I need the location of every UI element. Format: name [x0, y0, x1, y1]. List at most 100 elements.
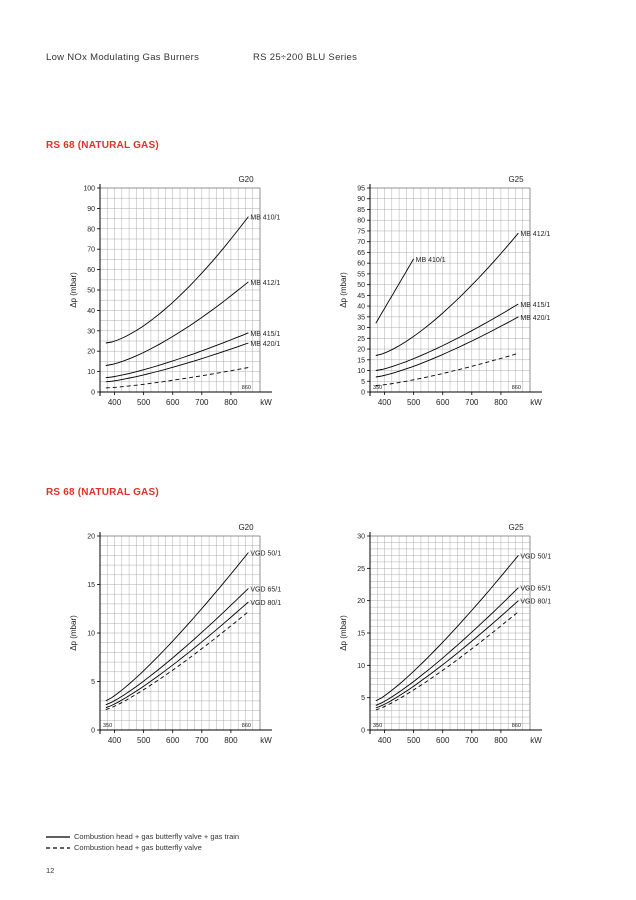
series-label: MB 410/1 [250, 215, 280, 222]
x-tick-label: 800 [224, 398, 238, 407]
y-tick-label: 75 [357, 228, 365, 235]
dashed-series-line [105, 367, 249, 389]
y-tick-label: 20 [87, 534, 95, 541]
series-label: MB 415/1 [250, 331, 280, 338]
x-tick-label: 500 [137, 398, 151, 407]
y-axis-label: Δp (mbar) [69, 615, 78, 651]
series-label: MB 420/1 [250, 341, 280, 348]
series-label: VGD 65/1 [520, 586, 551, 593]
series-line [105, 342, 249, 383]
y-tick-label: 0 [361, 390, 365, 397]
series-line [375, 258, 414, 324]
x-tick-label: 700 [195, 398, 209, 407]
series-line [105, 216, 249, 344]
chart-rs68-vgd-g20: 0 5 10 15 20 400 500 600 700 800 kW Δp (mbar) G20 350… [69, 523, 281, 745]
x-tick-label: 700 [465, 736, 479, 745]
x-tick-label: 600 [166, 736, 180, 745]
y-tick-label: 15 [357, 357, 365, 364]
solid-line-swatch [46, 835, 70, 838]
series-line [375, 587, 519, 706]
y-tick-label: 35 [357, 314, 365, 321]
x-tick-label: 500 [407, 398, 421, 407]
x-tick-label: 700 [465, 398, 479, 407]
x-tick-label: 500 [137, 736, 151, 745]
y-tick-label: 5 [91, 679, 95, 686]
y-tick-label: 10 [87, 631, 95, 638]
y-tick-label: 70 [87, 247, 95, 254]
y-tick-label: 95 [357, 186, 365, 193]
series-line [375, 303, 519, 371]
y-tick-label: 10 [357, 368, 365, 375]
dashed-line-swatch [46, 846, 70, 849]
y-tick-label: 55 [357, 271, 365, 278]
series-line [375, 232, 519, 356]
series-label: MB 420/1 [520, 315, 550, 322]
y-tick-label: 40 [357, 304, 365, 311]
y-tick-label: 90 [357, 196, 365, 203]
y-tick-label: 85 [357, 207, 365, 214]
y-tick-label: 90 [87, 206, 95, 213]
gas-label: G20 [238, 523, 254, 532]
x-tick-label: 600 [166, 398, 180, 407]
y-axis-label: Δp (mbar) [339, 615, 348, 651]
x-tick-label: 600 [436, 398, 450, 407]
y-axis-label: Δp (mbar) [69, 272, 78, 308]
x-tick-label: 400 [378, 736, 392, 745]
y-tick-label: 10 [87, 369, 95, 376]
series-label: MB 412/1 [520, 231, 550, 238]
y-tick-label: 65 [357, 250, 365, 257]
y-tick-label: 80 [87, 226, 95, 233]
series-label: MB 412/1 [250, 280, 280, 287]
max-power-label: 860 [512, 385, 521, 391]
series-line [105, 601, 249, 709]
series-label: VGD 50/1 [520, 553, 551, 560]
page-number: 12 [46, 866, 55, 875]
header-left: Low NOx Modulating Gas Burners [46, 52, 200, 63]
gas-label: G20 [238, 175, 254, 184]
y-tick-label: 60 [357, 261, 365, 268]
y-tick-label: 70 [357, 239, 365, 246]
legend-solid-label: Combustion head + gas butterfly valve + … [74, 832, 240, 841]
grid [99, 187, 261, 393]
dashed-series-line [375, 611, 519, 711]
max-power-label: 860 [242, 385, 251, 391]
y-tick-label: 20 [357, 347, 365, 354]
y-tick-label: 5 [361, 379, 365, 386]
dashed-series-line [375, 352, 519, 387]
max-power-label: 860 [512, 723, 521, 729]
y-tick-label: 50 [357, 282, 365, 289]
x-tick-label: 500 [407, 736, 421, 745]
series-label: VGD 80/1 [250, 600, 281, 607]
chart-rs68-mb-g20: 0 10 20 30 40 50 60 70 80 90 100 400 500 600 700 800 kW Δ… [69, 175, 280, 407]
series-line [375, 600, 519, 709]
y-axis-label: Δp (mbar) [339, 272, 348, 308]
legend-dashed: Combustion head + gas butterfly valve [46, 843, 202, 852]
x-tick-label: 800 [224, 736, 238, 745]
grid [369, 535, 531, 731]
series-label: MB 415/1 [520, 302, 550, 309]
y-tick-label: 20 [87, 349, 95, 356]
x-tick-label: 800 [494, 398, 508, 407]
series-label: VGD 65/1 [250, 586, 281, 593]
y-tick-label: 80 [357, 218, 365, 225]
series-label: VGD 80/1 [520, 599, 551, 606]
x-tick-label: 400 [108, 398, 122, 407]
series-line [105, 552, 249, 702]
x-tick-label: 400 [378, 398, 392, 407]
series-line [105, 332, 249, 379]
chart-rs68-vgd-g25: 0 5 10 15 20 25 30 400 500 600 700 800 kW Δp (mbar) G2… [339, 523, 551, 745]
series-label: VGD 50/1 [250, 550, 281, 557]
x-tick-label: 700 [195, 736, 209, 745]
section-title-2: RS 68 (NATURAL GAS) [46, 487, 159, 498]
x-unit-label: kW [530, 736, 542, 745]
y-tick-label: 50 [87, 288, 95, 295]
series-line [375, 316, 519, 378]
y-tick-label: 30 [87, 328, 95, 335]
y-tick-label: 100 [83, 186, 95, 193]
x-tick-label: 400 [108, 736, 122, 745]
series-line [375, 555, 519, 702]
chart-rs68-mb-g25: 0 5 10 15 20 25 30 35 40 45 50 55 60 65 70 75 80 85 90 95 40… [339, 175, 550, 407]
x-unit-label: kW [260, 398, 272, 407]
series-line [105, 588, 249, 706]
grid [369, 187, 531, 393]
